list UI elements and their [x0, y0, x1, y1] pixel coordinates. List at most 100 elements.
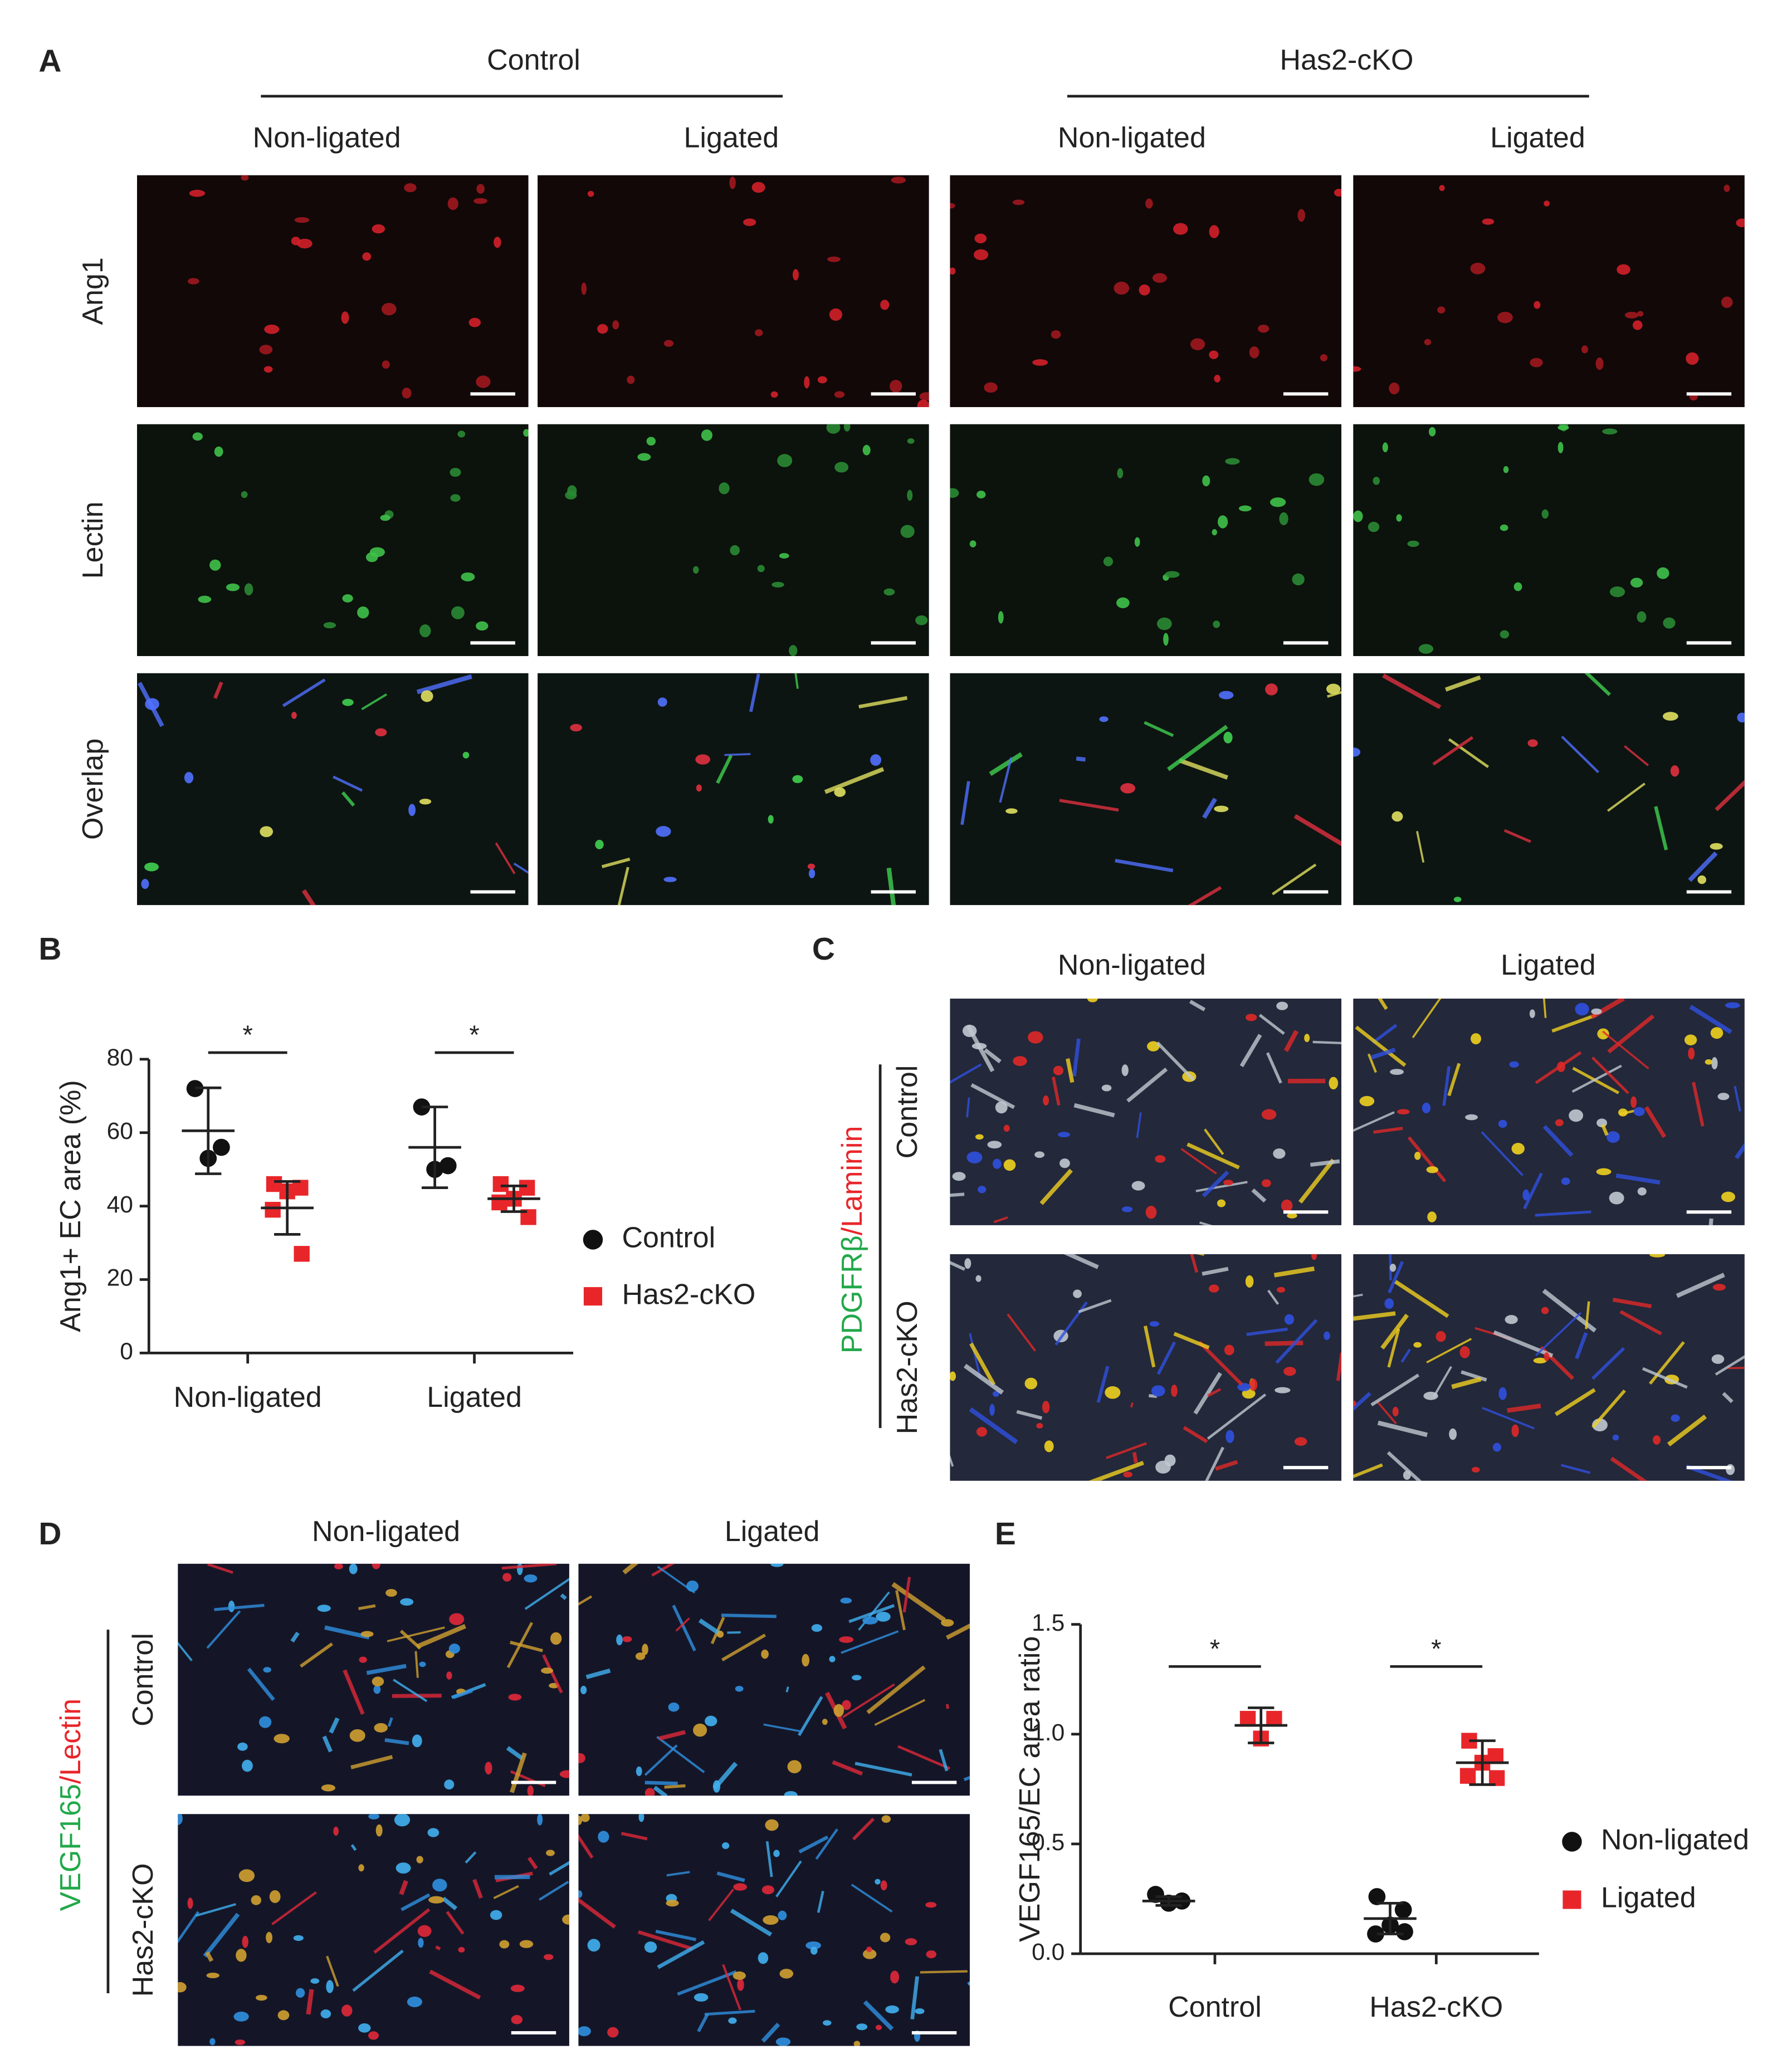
fiber — [1591, 1389, 1626, 1429]
fiber — [414, 1651, 419, 1678]
cell — [537, 1814, 543, 1826]
fiber — [213, 681, 223, 700]
fiber — [721, 1633, 766, 1662]
cell — [1044, 1440, 1054, 1452]
cell — [1105, 1386, 1121, 1399]
cell — [374, 1723, 388, 1733]
cell — [1630, 1096, 1637, 1108]
fiber — [1355, 1025, 1407, 1067]
cell — [1498, 1387, 1507, 1400]
cell — [1422, 1102, 1431, 1113]
cell — [490, 1910, 502, 1920]
fiber — [271, 1891, 317, 1925]
micrograph-bg — [1353, 175, 1745, 407]
cell — [457, 431, 466, 438]
fiber — [361, 693, 388, 711]
cell — [829, 308, 842, 321]
fiber — [1310, 1159, 1340, 1167]
point — [294, 1246, 310, 1262]
cell — [775, 2037, 791, 2046]
cell — [1453, 897, 1462, 902]
cell — [915, 615, 928, 625]
cell — [451, 606, 465, 619]
micrograph — [1353, 424, 1745, 657]
cell — [578, 1890, 583, 1898]
cell — [743, 218, 756, 226]
fiber — [842, 1683, 895, 1718]
fiber — [1394, 1280, 1449, 1318]
fiber — [1173, 1332, 1210, 1349]
cell — [400, 1598, 414, 1606]
cell — [1389, 382, 1400, 394]
cell — [992, 1158, 1002, 1169]
fiber — [387, 1626, 445, 1642]
cell — [1053, 1065, 1064, 1075]
fiber — [655, 1929, 696, 1941]
fiber — [785, 1686, 789, 1693]
fiber — [1507, 1403, 1541, 1413]
cell — [607, 2027, 619, 2038]
fiber — [866, 1665, 926, 1714]
fiber — [969, 1407, 1018, 1444]
cell — [719, 482, 730, 495]
cell — [375, 728, 387, 737]
column-label: Ligated — [1501, 949, 1596, 981]
legend-marker — [1562, 1890, 1581, 1909]
cell — [241, 491, 248, 498]
micrograph — [950, 999, 1342, 1225]
stain-name: /Lectin — [55, 1699, 87, 1784]
fiber — [1370, 1373, 1420, 1407]
fiber — [1183, 1426, 1208, 1444]
fiber — [1535, 1210, 1591, 1217]
row-label: Has2-cKO — [127, 1863, 159, 1997]
fiber — [945, 1704, 949, 1709]
cell — [646, 437, 656, 446]
cell — [587, 1939, 600, 1952]
fiber — [966, 1097, 970, 1118]
fiber — [1251, 1188, 1267, 1203]
cell — [751, 182, 765, 193]
cell — [987, 1141, 1002, 1149]
cell — [1482, 218, 1495, 225]
cell — [1688, 1047, 1695, 1060]
cell — [508, 1694, 522, 1701]
cell — [567, 485, 577, 497]
cell — [461, 572, 475, 581]
cell — [638, 1814, 644, 1822]
fiber — [749, 673, 760, 712]
point — [1147, 1886, 1164, 1903]
cell — [1697, 875, 1707, 884]
cell — [1087, 999, 1098, 1002]
cell — [342, 698, 354, 706]
fiber — [1266, 1052, 1282, 1084]
cell — [1509, 1061, 1519, 1068]
fiber — [1432, 1366, 1452, 1398]
fiber — [1207, 1393, 1267, 1440]
row-label: Ang1 — [77, 257, 109, 325]
cell — [1555, 1119, 1564, 1127]
cell — [834, 462, 849, 473]
fiber — [1523, 1172, 1543, 1210]
cell — [258, 1716, 272, 1728]
cell — [178, 1814, 183, 1825]
fiber — [358, 1604, 376, 1611]
fiber — [970, 1083, 1015, 1109]
cell — [360, 1631, 374, 1637]
fiber — [1624, 745, 1649, 766]
cell — [1114, 281, 1130, 295]
fiber — [794, 673, 799, 689]
fiber — [506, 1746, 524, 1760]
point — [1266, 1710, 1282, 1727]
cell — [793, 269, 799, 281]
cell — [1294, 1437, 1307, 1446]
cell — [1013, 1056, 1027, 1067]
cell — [998, 611, 1004, 624]
cell — [1470, 262, 1486, 275]
cell — [476, 621, 489, 631]
cell — [976, 1427, 988, 1437]
fiber — [1063, 1254, 1099, 1269]
fiber — [1482, 1407, 1535, 1430]
fiber — [1136, 1112, 1142, 1138]
micrograph-bg — [178, 1814, 569, 2046]
